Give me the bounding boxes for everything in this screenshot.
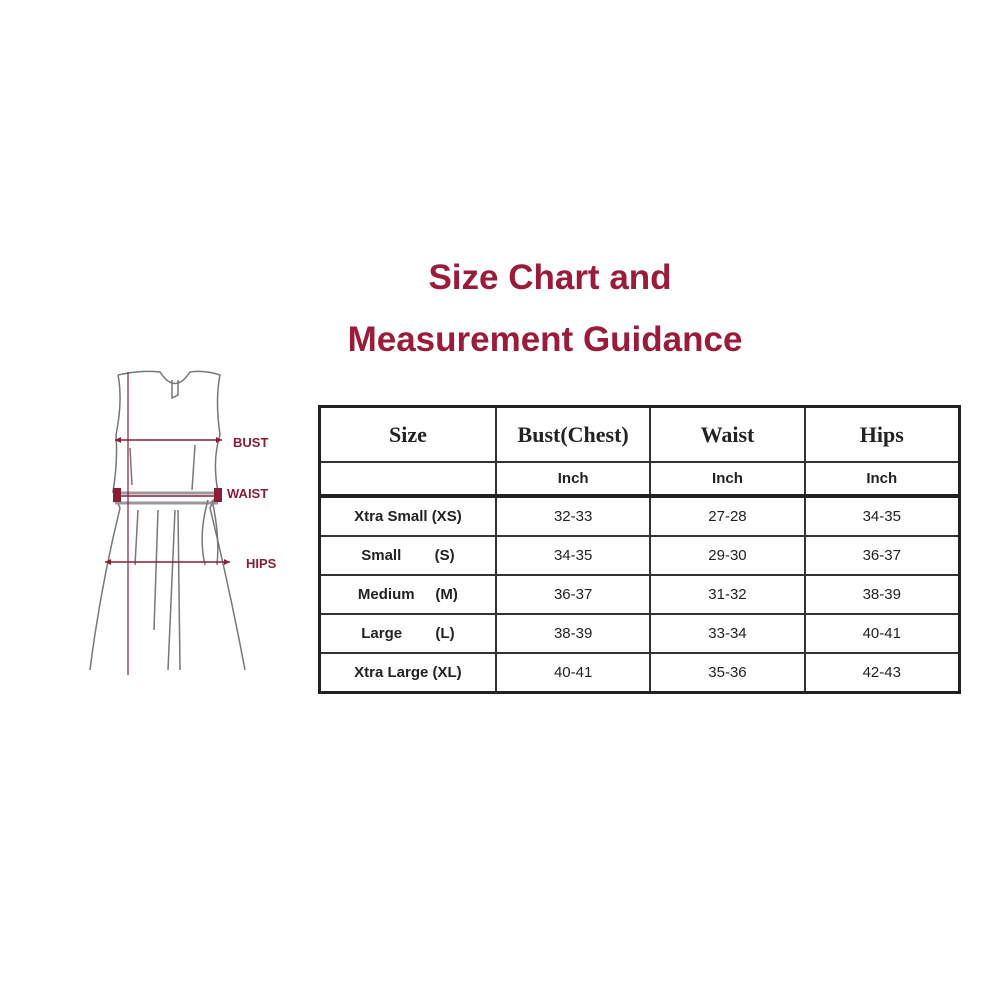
hips-cell: 36-37 [803,535,961,576]
title-line-2: Measurement Guidance [347,320,743,359]
header-hips: Hips [803,405,961,463]
size-cell: Xtra Small (XS) [318,495,497,537]
unit-cell: Inch [494,461,652,498]
size-chart-table: Size Bust(Chest) Waist Hips Inch Inch In… [318,405,961,694]
bust-cell: 40-41 [494,652,652,694]
table-row: Large (L) 38-39 33-34 40-41 [318,613,961,654]
hips-cell: 40-41 [803,613,961,654]
unit-cell: Inch [803,461,961,498]
unit-cell: Inch [649,461,806,498]
header-size: Size [318,405,497,463]
size-cell: Large (L) [318,613,497,654]
hips-cell: 34-35 [803,495,961,537]
hips-cell: 38-39 [803,574,961,615]
waist-cell: 35-36 [649,652,806,694]
waist-cell: 33-34 [649,613,806,654]
title-line-1: Size Chart and [428,258,672,297]
bust-label: BUST [233,435,269,450]
bust-cell: 34-35 [494,535,652,576]
waist-cell: 27-28 [649,495,806,537]
dress-illustration [89,370,246,675]
header-bust: Bust(Chest) [494,405,652,463]
bust-cell: 36-37 [494,574,652,615]
size-cell: Small (S) [318,535,497,576]
waist-cell: 31-32 [649,574,806,615]
bust-cell: 38-39 [494,613,652,654]
unit-cell [318,461,497,498]
waist-cell: 29-30 [649,535,806,576]
table-row: Xtra Small (XS) 32-33 27-28 34-35 [318,495,961,537]
size-cell: Medium (M) [318,574,497,615]
table-row: Small (S) 34-35 29-30 36-37 [318,535,961,576]
header-waist: Waist [649,405,806,463]
header-row: Size Bust(Chest) Waist Hips [318,405,961,463]
hips-cell: 42-43 [803,652,961,694]
table-row: Medium (M) 36-37 31-32 38-39 [318,574,961,615]
waist-label: WAIST [227,486,269,501]
bust-cell: 32-33 [494,495,652,537]
size-cell: Xtra Large (XL) [318,652,497,694]
table-row: Xtra Large (XL) 40-41 35-36 42-43 [318,652,961,694]
hips-label: HIPS [246,556,277,571]
unit-row: Inch Inch Inch [318,461,961,498]
